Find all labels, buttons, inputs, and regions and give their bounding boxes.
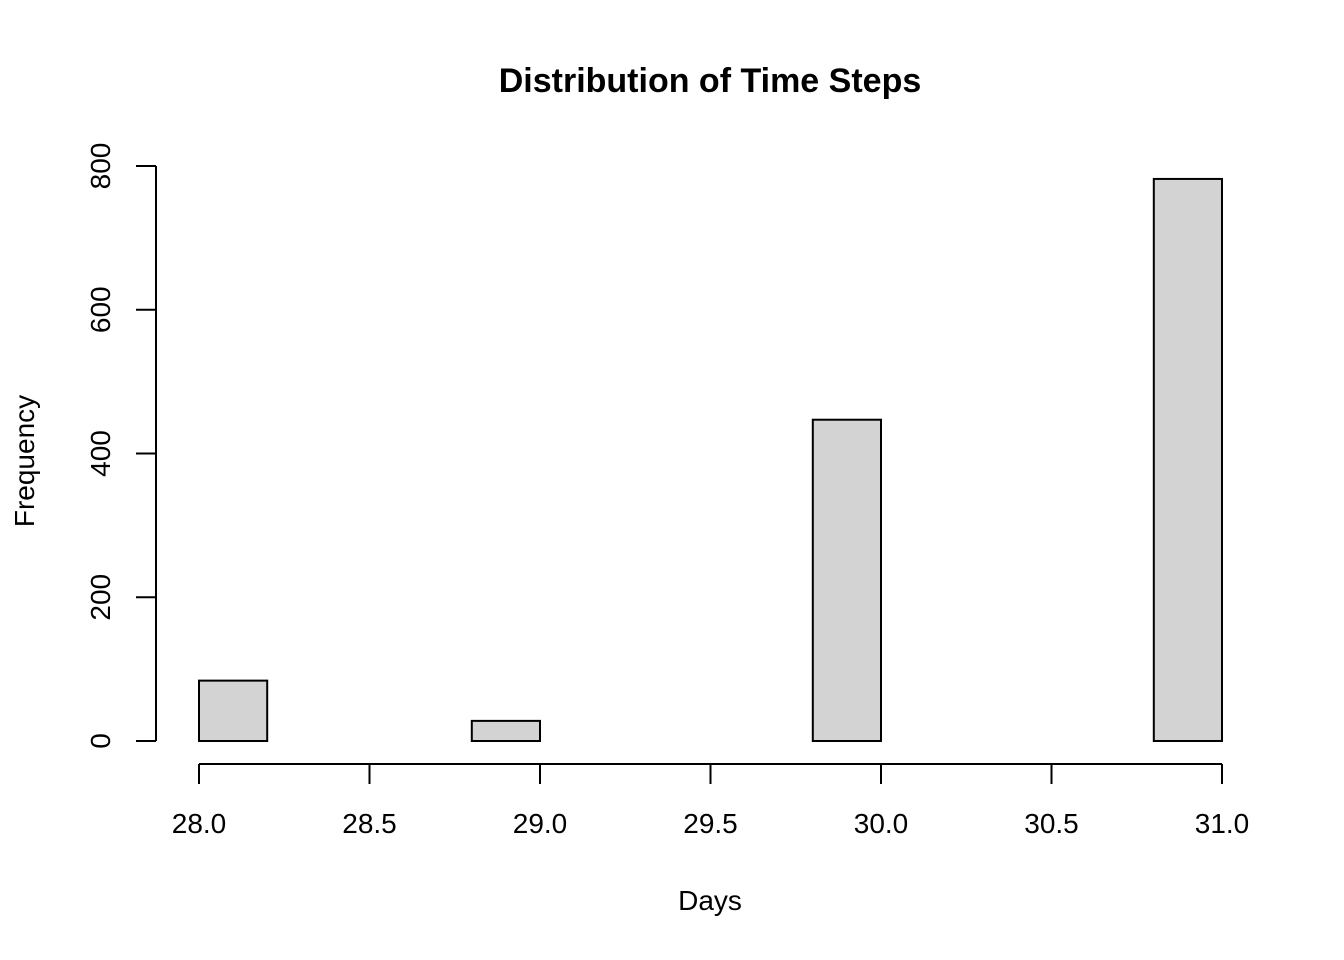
chart-title: Distribution of Time Steps xyxy=(499,62,922,100)
y-axis: 0 200 400 600 800 xyxy=(85,143,157,749)
x-tick-label: 28.0 xyxy=(172,808,227,839)
y-axis-label: Frequency xyxy=(9,395,40,527)
y-tick-label: 400 xyxy=(85,430,116,477)
x-tick-label: 30.0 xyxy=(854,808,909,839)
y-tick-label: 0 xyxy=(85,733,116,749)
y-tick-label: 200 xyxy=(85,574,116,621)
x-tick-label: 30.5 xyxy=(1024,808,1079,839)
histogram-bar xyxy=(811,418,882,742)
x-axis-label: Days xyxy=(678,885,742,916)
histogram-bar xyxy=(198,679,269,742)
x-tick-label: 28.5 xyxy=(342,808,397,839)
histogram-bar xyxy=(470,719,541,742)
bars-group xyxy=(198,177,1224,742)
x-tick-label: 29.0 xyxy=(513,808,568,839)
x-tick-label: 31.0 xyxy=(1195,808,1250,839)
histogram-bar xyxy=(1152,177,1224,742)
x-axis: 28.0 28.5 29.0 29.5 30.0 30.5 31.0 xyxy=(172,763,1250,839)
x-tick-label: 29.5 xyxy=(683,808,738,839)
y-tick-label: 800 xyxy=(85,143,116,190)
y-tick-label: 600 xyxy=(85,286,116,333)
